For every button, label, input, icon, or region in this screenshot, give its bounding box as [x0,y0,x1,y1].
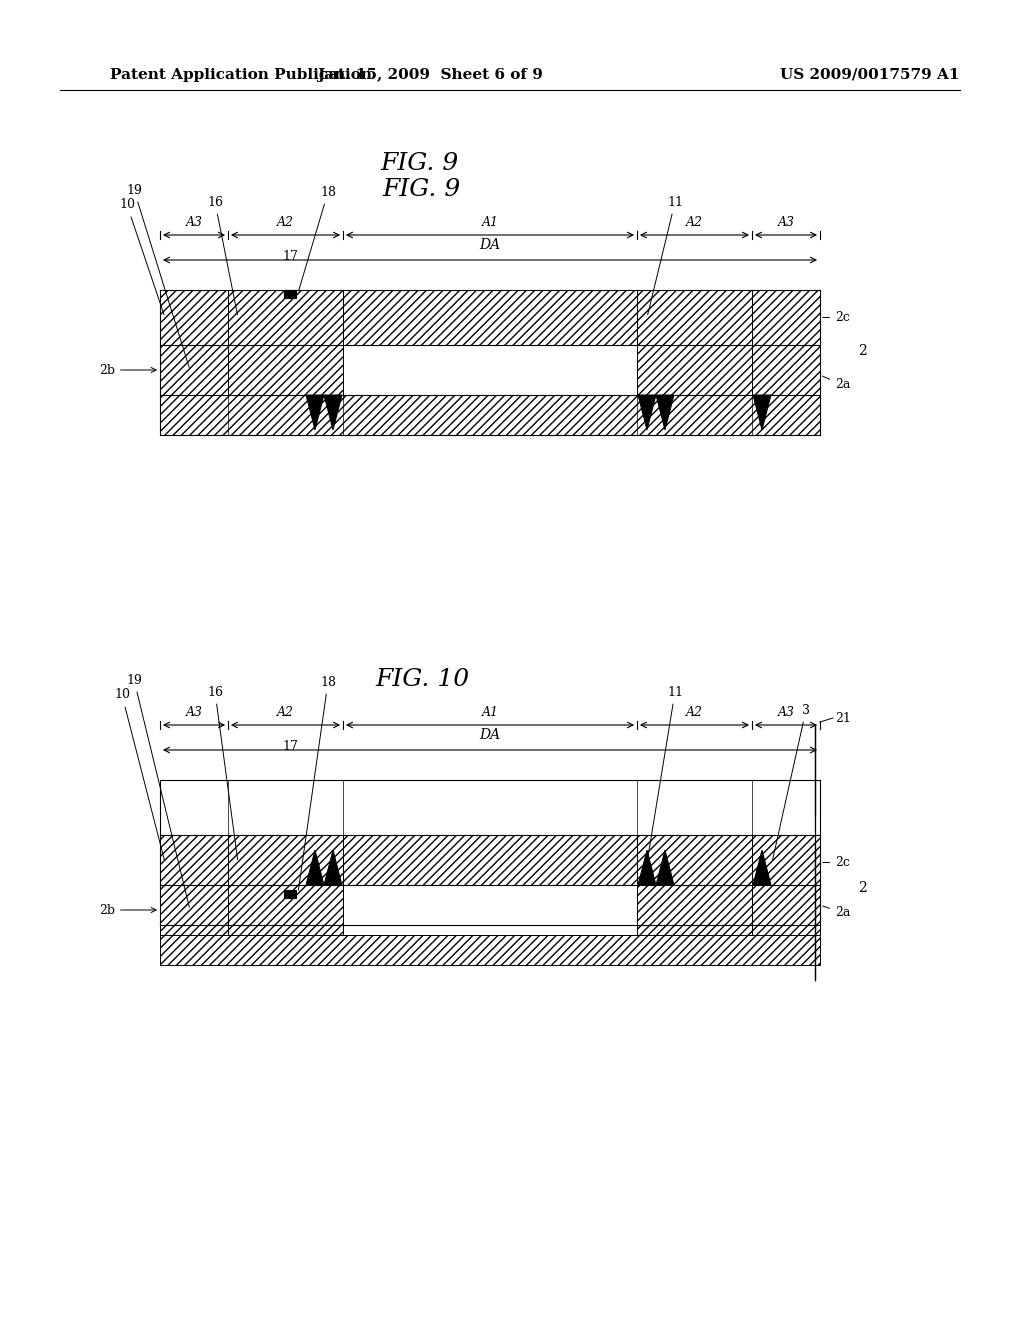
Text: DA: DA [479,238,501,252]
Text: 2c: 2c [822,855,850,869]
Text: A3: A3 [777,216,795,228]
Polygon shape [306,850,324,884]
Text: A2: A2 [278,706,294,719]
Bar [284,890,296,898]
Polygon shape [753,850,771,884]
Text: 17: 17 [283,249,298,263]
Text: 18: 18 [299,186,336,290]
Text: 18: 18 [298,676,336,890]
Text: A2: A2 [686,216,703,228]
Text: 16: 16 [207,685,238,859]
Text: Jan. 15, 2009  Sheet 6 of 9: Jan. 15, 2009 Sheet 6 of 9 [317,69,543,82]
Text: A3: A3 [777,706,795,719]
Bar [228,290,343,345]
Text: FIG. 9: FIG. 9 [381,152,459,174]
Bar [160,395,820,436]
Text: 2b: 2b [99,903,156,916]
Bar [637,290,752,345]
Text: DA: DA [479,729,501,742]
Text: A2: A2 [278,216,294,228]
Text: 2a: 2a [822,376,850,392]
Text: A3: A3 [185,216,203,228]
Bar [752,345,820,395]
Bar [343,345,637,395]
Polygon shape [324,850,342,884]
Polygon shape [638,850,656,884]
Text: FIG. 9: FIG. 9 [383,178,461,202]
Text: US 2009/0017579 A1: US 2009/0017579 A1 [780,69,959,82]
Polygon shape [638,395,656,430]
Bar [752,884,820,935]
Text: 17: 17 [283,741,298,752]
Bar [160,290,228,345]
Bar [637,345,752,395]
Bar [752,836,820,890]
Polygon shape [656,395,674,430]
Text: A2: A2 [686,706,703,719]
Text: 10: 10 [114,689,164,859]
Text: A1: A1 [481,706,499,719]
Text: Patent Application Publication: Patent Application Publication [110,69,372,82]
Bar [228,836,343,890]
Text: 21: 21 [835,711,851,725]
Text: 10: 10 [119,198,164,315]
Text: 19: 19 [126,183,189,367]
Polygon shape [753,395,771,430]
Text: 2: 2 [858,880,866,895]
Text: 16: 16 [207,195,238,314]
Text: 19: 19 [126,673,189,907]
Text: 11: 11 [647,685,683,859]
Text: A1: A1 [481,216,499,228]
Polygon shape [324,395,342,430]
Text: 2b: 2b [99,363,156,376]
Bar [637,836,752,890]
Bar [343,290,637,345]
Bar [160,884,228,935]
Bar [284,290,296,298]
Text: 3: 3 [772,704,810,859]
Text: FIG. 10: FIG. 10 [375,668,469,692]
Text: 11: 11 [647,195,683,314]
Text: 2: 2 [858,345,866,358]
Bar [637,884,752,935]
Bar [228,345,343,395]
Polygon shape [306,395,324,430]
Bar [160,925,820,965]
Text: A3: A3 [185,706,203,719]
Bar [343,836,637,890]
Bar [228,884,343,935]
Bar [160,836,228,890]
Polygon shape [656,850,674,884]
Text: 2c: 2c [822,312,850,323]
Bar [160,345,228,395]
Bar [752,290,820,345]
Text: 2a: 2a [822,906,850,920]
Bar [343,884,637,935]
